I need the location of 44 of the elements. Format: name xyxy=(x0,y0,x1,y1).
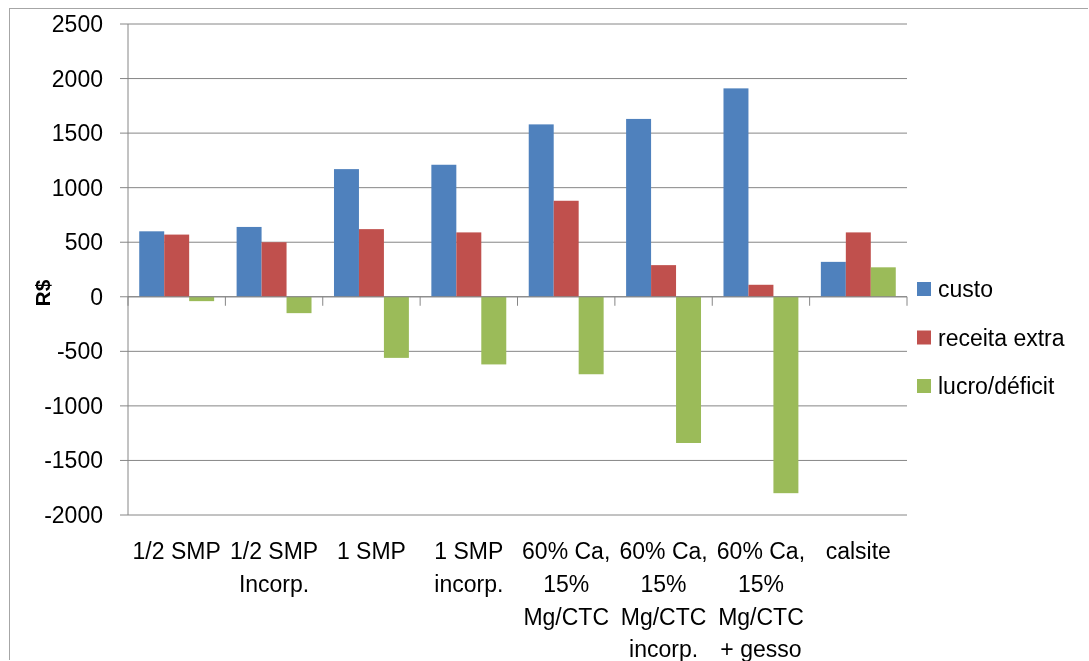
bar xyxy=(139,231,165,297)
bar xyxy=(456,232,482,297)
legend-label: receita extra xyxy=(938,324,1065,351)
bar xyxy=(481,296,507,365)
x-tick-label: calsite xyxy=(825,538,891,565)
y-tick-label: -1000 xyxy=(44,392,103,419)
x-tick-label: 60% Ca, 15% Mg/CTC xyxy=(522,538,611,630)
y-tick-label: 2500 xyxy=(51,11,103,38)
x-tick-label: 1 SMP xyxy=(336,538,406,565)
bar xyxy=(578,296,604,375)
bar xyxy=(870,267,896,297)
y-tick-label: -1500 xyxy=(44,447,103,474)
bar xyxy=(286,296,312,314)
bar xyxy=(553,200,579,297)
bar xyxy=(358,229,384,297)
legend-label: lucro/déficit xyxy=(938,373,1055,400)
bar xyxy=(723,88,749,297)
bar xyxy=(164,234,190,297)
y-axis-title: R$ xyxy=(31,279,54,307)
x-tick-label: 1/2 SMP Incorp. xyxy=(229,538,319,597)
bar xyxy=(820,261,846,297)
y-tick-label: 2000 xyxy=(51,65,103,92)
legend-label: custo xyxy=(938,276,993,303)
bar xyxy=(845,232,871,297)
bar xyxy=(528,124,554,297)
bar xyxy=(333,169,359,297)
bar xyxy=(748,284,774,297)
y-tick-label: -2000 xyxy=(44,502,103,529)
bar xyxy=(626,118,652,297)
bar xyxy=(651,265,677,297)
bar xyxy=(261,242,287,297)
bar xyxy=(236,226,262,297)
y-tick-label: 500 xyxy=(64,229,103,256)
y-tick-label: 0 xyxy=(90,283,103,310)
x-tick-label: 1 SMP incorp. xyxy=(434,538,504,597)
y-tick-label: -500 xyxy=(56,338,103,365)
bar xyxy=(383,296,409,358)
bar xyxy=(676,296,702,443)
y-tick-label: 1500 xyxy=(51,120,103,147)
y-tick-label: 1000 xyxy=(51,174,103,201)
bar xyxy=(431,164,457,297)
bar xyxy=(773,296,799,494)
x-tick-label: 1/2 SMP xyxy=(132,538,221,565)
bar xyxy=(189,296,215,302)
